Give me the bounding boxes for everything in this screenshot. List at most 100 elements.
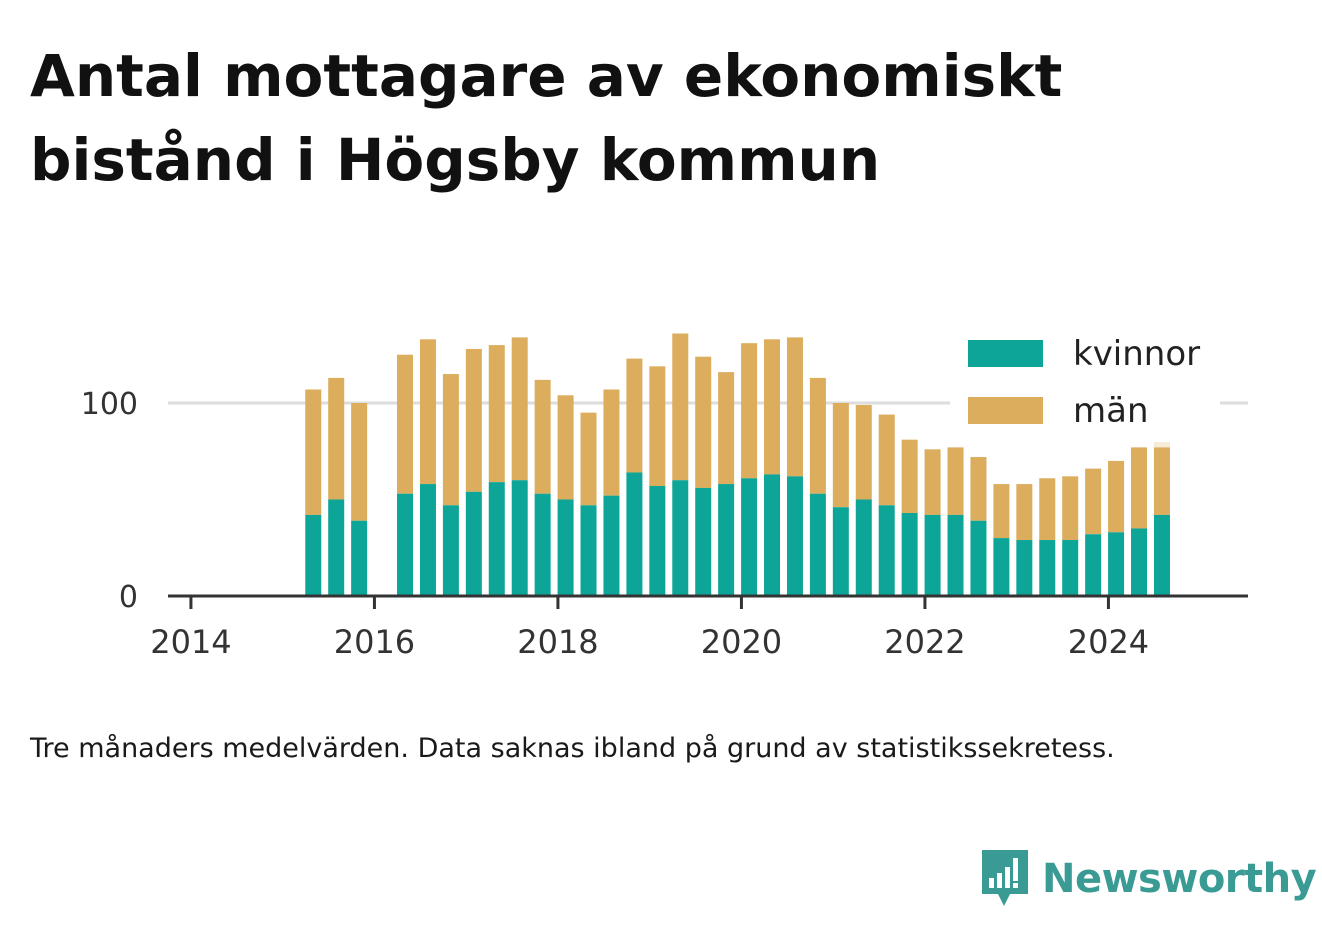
bar-kvinnor <box>878 505 895 596</box>
bar-kvinnor <box>809 493 826 596</box>
bar-kvinnor <box>488 482 505 596</box>
bar-group <box>511 337 528 596</box>
y-tick-label: 100 <box>81 387 138 422</box>
bar-group <box>764 339 781 596</box>
bar-man <box>419 339 436 485</box>
bar-kvinnor <box>1153 514 1170 596</box>
chart-title: Antal mottagare av ekonomiskt bistånd i … <box>30 42 1063 194</box>
bar-group <box>718 372 735 596</box>
bar-kvinnor <box>901 513 918 596</box>
bar-man <box>786 337 803 477</box>
bar-group <box>878 414 895 596</box>
bar-man <box>901 439 918 514</box>
bar-man <box>626 358 643 473</box>
bar-kvinnor <box>511 480 528 596</box>
bar-group <box>1062 476 1079 596</box>
bar-kvinnor <box>649 485 666 596</box>
bar-kvinnor <box>557 499 574 596</box>
bar-group <box>1153 433 1170 596</box>
bar-group <box>534 379 551 596</box>
newsworthy-logo-icon <box>982 850 1028 906</box>
bar-kvinnor <box>1108 532 1125 596</box>
bar-kvinnor <box>580 505 597 596</box>
bar-kvinnor <box>328 499 345 596</box>
bar-group <box>993 484 1010 596</box>
bar-group <box>328 377 345 596</box>
bar-group <box>809 377 826 596</box>
bar-group <box>947 447 964 596</box>
bar-kvinnor <box>1062 540 1079 596</box>
bar-man <box>511 337 528 481</box>
bar-group <box>1039 478 1056 596</box>
x-tick-label: 2020 <box>701 623 782 661</box>
bar-group <box>786 337 803 596</box>
bars <box>305 333 1170 596</box>
bar-group <box>855 404 872 596</box>
brand-logo: Newsworthy <box>980 848 1317 910</box>
bar-kvinnor <box>832 507 849 596</box>
bar-group <box>465 348 482 596</box>
bar-kvinnor <box>695 487 712 596</box>
bar-man <box>534 379 551 494</box>
bar-kvinnor <box>741 478 758 596</box>
bar-group <box>924 449 941 596</box>
bar-kvinnor <box>786 476 803 596</box>
x-axis: 2014 2016 2018 2020 2022 2024 <box>150 594 1248 661</box>
bar-man <box>855 404 872 500</box>
bar-man <box>351 403 368 521</box>
bar-man <box>878 414 895 506</box>
bar-man <box>924 449 941 515</box>
bar-man <box>603 389 620 496</box>
bar-kvinnor <box>603 495 620 596</box>
bar-group <box>442 374 459 596</box>
bar-kvinnor <box>924 514 941 596</box>
bar-group <box>832 403 849 596</box>
bar-man <box>993 484 1010 539</box>
bar-man <box>741 343 758 479</box>
bar-kvinnor <box>534 493 551 596</box>
bar-man <box>695 356 712 488</box>
bar-man <box>809 377 826 494</box>
bar-kvinnor <box>442 505 459 596</box>
bar-man <box>1131 447 1148 529</box>
x-tick-label: 2024 <box>1068 623 1149 661</box>
bar-man <box>488 345 505 483</box>
bar-group <box>351 403 368 596</box>
legend-label: män <box>1073 391 1149 431</box>
bar-man <box>1016 484 1033 541</box>
x-tick-label: 2014 <box>150 623 231 661</box>
legend-label: kvinnor <box>1073 334 1200 374</box>
bar-group <box>557 395 574 596</box>
bar-kvinnor <box>419 484 436 596</box>
bar-group <box>626 358 643 596</box>
bar-group <box>1016 484 1033 596</box>
y-tick-label: 0 <box>119 580 138 615</box>
bar-group <box>695 356 712 596</box>
bar-kvinnor <box>305 514 322 596</box>
bar-man <box>672 333 689 481</box>
bar-man <box>1062 476 1079 541</box>
y-tick-labels: 0 100 <box>81 387 138 615</box>
bar-group <box>580 412 597 596</box>
bar-man <box>970 457 987 521</box>
bar-man <box>465 348 482 492</box>
bar-group <box>649 366 666 596</box>
bar-group <box>672 333 689 596</box>
bar-group <box>901 439 918 596</box>
bar-man <box>328 377 345 500</box>
bar-man <box>718 372 735 485</box>
bar-group <box>1085 468 1102 596</box>
bar-kvinnor <box>1016 540 1033 596</box>
bar-kvinnor <box>1085 534 1102 596</box>
bar-kvinnor <box>993 538 1010 596</box>
brand-name: Newsworthy <box>1042 856 1317 902</box>
x-tick-label: 2018 <box>517 623 598 661</box>
bar-group <box>488 345 505 596</box>
bar-kvinnor <box>672 480 689 596</box>
bar-man <box>1153 447 1170 515</box>
bar-group <box>741 343 758 596</box>
bar-man <box>580 412 597 506</box>
bar-kvinnor <box>626 472 643 596</box>
bar-group <box>603 389 620 596</box>
bar-kvinnor <box>465 491 482 596</box>
